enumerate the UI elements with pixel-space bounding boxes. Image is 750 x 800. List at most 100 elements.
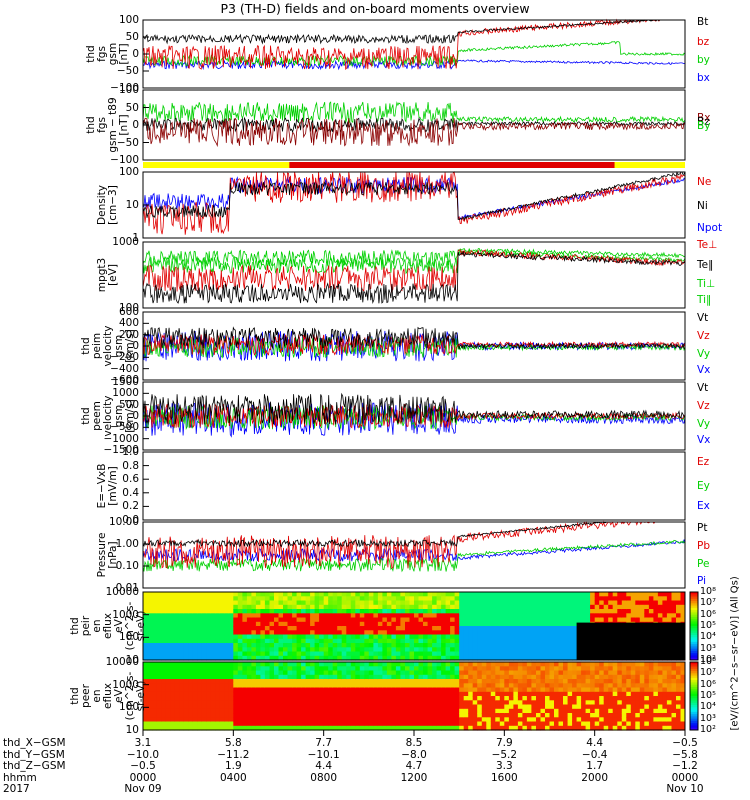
bottom-value-y: −0.4 xyxy=(581,748,608,761)
ion-spectrogram xyxy=(143,592,686,661)
electron-spectrogram xyxy=(143,662,686,731)
colorbar xyxy=(690,592,698,661)
legend-vt: Vt xyxy=(697,382,709,394)
y-axis-label-line: [nT] xyxy=(118,43,130,65)
pb-series-line xyxy=(142,520,685,569)
y-tick-label: 0.8 xyxy=(122,459,139,472)
bottom-value-t: 1600 xyxy=(490,771,518,784)
y-axis-label-line: [mV/m] xyxy=(107,466,119,506)
y-tick-label: −1000 xyxy=(103,432,139,445)
bottom-value-t: 1200 xyxy=(400,771,428,784)
legend-bt: Bt xyxy=(697,16,709,28)
ni-series-line xyxy=(142,171,686,221)
colorbar-frame xyxy=(689,591,699,661)
bottom-value-x: 7.7 xyxy=(315,737,332,749)
bottom-value-d: Nov 10 xyxy=(666,783,704,795)
y-axis-label-line: [nT] xyxy=(118,114,130,136)
legend-by: by xyxy=(697,54,710,66)
y-axis-label-line: en xyxy=(90,689,103,703)
y-tick-label: 100 xyxy=(118,14,139,26)
ne-series-line xyxy=(142,171,686,235)
colorbar-tick-label: 10⁸ xyxy=(700,656,716,667)
y-tick-label: 100 xyxy=(118,302,139,314)
legend-pt: Pt xyxy=(697,522,708,534)
bottom-value-z: 1.9 xyxy=(224,760,242,772)
y-axis-label: thd peer en eflux eV (cm^2-s-sr-eV) xyxy=(69,662,147,730)
y-axis-label-line: velocity xyxy=(101,395,114,437)
y-axis-label: thd fgs gsm [nT] xyxy=(80,20,136,88)
y-tick-label: 10 xyxy=(125,724,139,736)
y-axis-label-line: en xyxy=(90,619,103,633)
y-axis-label: mpgt3 [eV] xyxy=(80,242,136,308)
y-tick-label: 50 xyxy=(125,31,139,43)
y-tick-label: −1500 xyxy=(103,444,139,456)
y-axis-label-line: velocity xyxy=(101,325,114,367)
y-tick-label: 1000 xyxy=(112,678,139,691)
legend-vx: Vx xyxy=(697,434,711,446)
y-tick-label: 100 xyxy=(118,84,139,96)
y-tick-label: 0 xyxy=(132,340,139,352)
y-axis-label-line: eflux xyxy=(101,613,114,639)
y-axis-label-line: gsm xyxy=(112,334,125,358)
vt-ion-series-line xyxy=(142,326,686,350)
y-axis-label: thd fgs gsm − t89 [nT] xyxy=(80,90,136,160)
bottom-value-z: −0.5 xyxy=(130,760,156,772)
legend-ey: Ey xyxy=(697,480,710,492)
y-axis-label-line: (cm^2-s- xyxy=(123,601,136,651)
bx-residual-line xyxy=(142,117,686,148)
y-axis-label: E=−VxB [mV/m] xyxy=(80,452,136,520)
bz-series-line xyxy=(142,18,685,71)
y-tick-label: 1000 xyxy=(112,387,139,400)
y-axis-label: thd peir en eflux eV (cm^2-s-sr-eV) xyxy=(69,592,147,660)
y-tick-label: 10000 xyxy=(105,656,139,668)
y-axis-label-line: thd xyxy=(68,617,81,635)
y-tick-label: −400 xyxy=(110,362,139,375)
bottom-value-y: −5.2 xyxy=(491,748,518,761)
vz-electron-series-line xyxy=(142,403,686,429)
y-axis-label-line: [eV] xyxy=(107,264,119,286)
y-tick-label: 0.2 xyxy=(122,500,139,513)
legend-pb: Pb xyxy=(697,540,710,552)
y-tick-label: 10 xyxy=(125,654,139,666)
bottom-value-z: 1.7 xyxy=(586,760,603,772)
bottom-value-d: Nov 09 xyxy=(124,783,162,795)
legend-pe: Pe xyxy=(697,558,710,570)
mode-bar-fast xyxy=(289,162,615,168)
legend-bz: bz xyxy=(697,36,710,48)
bottom-value-t: 2000 xyxy=(581,771,609,784)
y-tick-label: 200 xyxy=(118,328,139,341)
legend-te: Te‖ xyxy=(697,259,714,271)
y-tick-label: −200 xyxy=(110,351,139,364)
colorbar-tick-label: 10⁵ xyxy=(700,690,716,701)
bt-series-line xyxy=(142,19,685,45)
bottom-value-x: 4.4 xyxy=(586,737,603,749)
bottom-value-y: −8.0 xyxy=(401,748,427,761)
y-tick-label: 1 xyxy=(132,232,139,244)
panel-frame xyxy=(142,171,686,239)
bottom-row-label: hhmm xyxy=(3,771,37,784)
legend-bx: Bx xyxy=(697,112,711,124)
y-axis-label-line: [km/s] xyxy=(123,329,136,363)
legend-ti: Ti⊥ xyxy=(697,278,716,290)
bottom-row-label: thd_X−GSM xyxy=(3,737,66,749)
npot-series-line xyxy=(142,175,686,221)
bottom-row-label: thd_Y−GSM xyxy=(3,748,65,761)
ion-spectrogram-fill-region xyxy=(576,622,685,660)
y-tick-label: −100 xyxy=(110,154,139,166)
legend-ez: Ez xyxy=(697,456,710,468)
bottom-value-x: 8.5 xyxy=(405,737,423,749)
y-tick-label: 400 xyxy=(118,317,139,330)
y-tick-label: 1.00 xyxy=(115,538,139,550)
y-tick-label: 0.6 xyxy=(122,473,139,486)
y-axis-label-line: thd xyxy=(79,407,92,425)
colorbar-tick-label: 10² xyxy=(700,654,716,665)
y-axis-label-line: [nPa] xyxy=(107,541,119,569)
colorbar-tick-label: 10⁴ xyxy=(700,631,716,643)
colorbar-tick-label: 10³ xyxy=(700,712,716,724)
y-axis-label-line: eV xyxy=(112,689,125,703)
colorbar-tick-label: 10⁶ xyxy=(700,608,716,620)
y-tick-label: −500 xyxy=(110,421,139,434)
y-tick-label: 100 xyxy=(118,701,139,714)
colorbar-tick-label: 10⁷ xyxy=(700,667,716,679)
bottom-value-z: 4.7 xyxy=(405,760,423,772)
